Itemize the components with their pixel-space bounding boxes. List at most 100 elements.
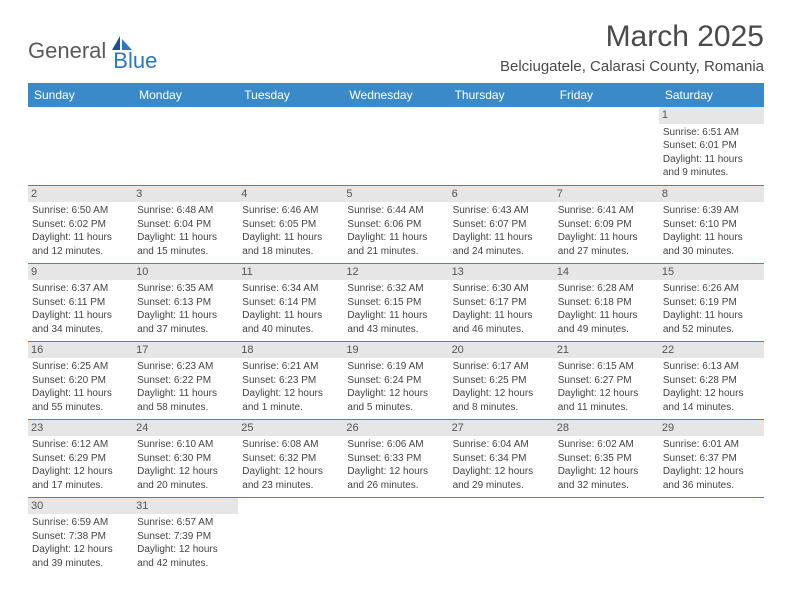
daylight-text: Daylight: 12 hours and 17 minutes. bbox=[32, 465, 129, 492]
day-number: 6 bbox=[449, 186, 554, 203]
sunset-text: Sunset: 6:13 PM bbox=[137, 296, 234, 310]
calendar-cell: 17Sunrise: 6:23 AMSunset: 6:22 PMDayligh… bbox=[133, 341, 238, 419]
sunset-text: Sunset: 6:27 PM bbox=[558, 374, 655, 388]
day-number: 1 bbox=[659, 107, 764, 124]
sunset-text: Sunset: 6:35 PM bbox=[558, 452, 655, 466]
sunset-text: Sunset: 6:10 PM bbox=[663, 218, 760, 232]
daylight-text: Daylight: 12 hours and 39 minutes. bbox=[32, 543, 129, 570]
daylight-text: Daylight: 11 hours and 30 minutes. bbox=[663, 231, 760, 258]
calendar-cell bbox=[28, 107, 133, 185]
calendar-cell: 8Sunrise: 6:39 AMSunset: 6:10 PMDaylight… bbox=[659, 185, 764, 263]
calendar-row: 30Sunrise: 6:59 AMSunset: 7:38 PMDayligh… bbox=[28, 497, 764, 575]
day-number: 19 bbox=[343, 342, 448, 359]
day-number: 16 bbox=[28, 342, 133, 359]
day-number: 21 bbox=[554, 342, 659, 359]
sunset-text: Sunset: 6:05 PM bbox=[242, 218, 339, 232]
day-header: Monday bbox=[133, 83, 238, 107]
calendar-cell: 31Sunrise: 6:57 AMSunset: 7:39 PMDayligh… bbox=[133, 497, 238, 575]
sunrise-text: Sunrise: 6:41 AM bbox=[558, 204, 655, 218]
day-header: Sunday bbox=[28, 83, 133, 107]
sunrise-text: Sunrise: 6:12 AM bbox=[32, 438, 129, 452]
sunset-text: Sunset: 6:15 PM bbox=[347, 296, 444, 310]
sunset-text: Sunset: 6:34 PM bbox=[453, 452, 550, 466]
sunrise-text: Sunrise: 6:15 AM bbox=[558, 360, 655, 374]
calendar-cell: 25Sunrise: 6:08 AMSunset: 6:32 PMDayligh… bbox=[238, 419, 343, 497]
daylight-text: Daylight: 11 hours and 34 minutes. bbox=[32, 309, 129, 336]
sunrise-text: Sunrise: 6:23 AM bbox=[137, 360, 234, 374]
day-number: 22 bbox=[659, 342, 764, 359]
sunset-text: Sunset: 6:17 PM bbox=[453, 296, 550, 310]
daylight-text: Daylight: 11 hours and 49 minutes. bbox=[558, 309, 655, 336]
calendar-cell bbox=[238, 497, 343, 575]
day-number: 7 bbox=[554, 186, 659, 203]
calendar-row: 2Sunrise: 6:50 AMSunset: 6:02 PMDaylight… bbox=[28, 185, 764, 263]
day-number: 23 bbox=[28, 420, 133, 437]
calendar-cell bbox=[554, 107, 659, 185]
sunset-text: Sunset: 6:23 PM bbox=[242, 374, 339, 388]
daylight-text: Daylight: 11 hours and 43 minutes. bbox=[347, 309, 444, 336]
daylight-text: Daylight: 12 hours and 23 minutes. bbox=[242, 465, 339, 492]
calendar-cell bbox=[133, 107, 238, 185]
sunset-text: Sunset: 6:04 PM bbox=[137, 218, 234, 232]
day-number: 20 bbox=[449, 342, 554, 359]
calendar-cell: 5Sunrise: 6:44 AMSunset: 6:06 PMDaylight… bbox=[343, 185, 448, 263]
day-number: 9 bbox=[28, 264, 133, 281]
day-number: 14 bbox=[554, 264, 659, 281]
sunset-text: Sunset: 6:24 PM bbox=[347, 374, 444, 388]
daylight-text: Daylight: 11 hours and 55 minutes. bbox=[32, 387, 129, 414]
day-number: 26 bbox=[343, 420, 448, 437]
day-header: Saturday bbox=[659, 83, 764, 107]
daylight-text: Daylight: 12 hours and 1 minute. bbox=[242, 387, 339, 414]
sunrise-text: Sunrise: 6:44 AM bbox=[347, 204, 444, 218]
calendar-cell bbox=[449, 497, 554, 575]
daylight-text: Daylight: 11 hours and 37 minutes. bbox=[137, 309, 234, 336]
sunrise-text: Sunrise: 6:48 AM bbox=[137, 204, 234, 218]
sunset-text: Sunset: 6:20 PM bbox=[32, 374, 129, 388]
calendar-cell: 2Sunrise: 6:50 AMSunset: 6:02 PMDaylight… bbox=[28, 185, 133, 263]
day-header-row: Sunday Monday Tuesday Wednesday Thursday… bbox=[28, 83, 764, 107]
calendar-cell: 7Sunrise: 6:41 AMSunset: 6:09 PMDaylight… bbox=[554, 185, 659, 263]
sunrise-text: Sunrise: 6:04 AM bbox=[453, 438, 550, 452]
day-number: 24 bbox=[133, 420, 238, 437]
calendar-cell: 24Sunrise: 6:10 AMSunset: 6:30 PMDayligh… bbox=[133, 419, 238, 497]
sunset-text: Sunset: 6:33 PM bbox=[347, 452, 444, 466]
calendar-row: 16Sunrise: 6:25 AMSunset: 6:20 PMDayligh… bbox=[28, 341, 764, 419]
day-header: Thursday bbox=[449, 83, 554, 107]
calendar-cell: 15Sunrise: 6:26 AMSunset: 6:19 PMDayligh… bbox=[659, 263, 764, 341]
calendar-cell: 14Sunrise: 6:28 AMSunset: 6:18 PMDayligh… bbox=[554, 263, 659, 341]
day-number: 27 bbox=[449, 420, 554, 437]
sunset-text: Sunset: 7:39 PM bbox=[137, 530, 234, 544]
sunset-text: Sunset: 6:37 PM bbox=[663, 452, 760, 466]
sunrise-text: Sunrise: 6:37 AM bbox=[32, 282, 129, 296]
calendar-cell: 18Sunrise: 6:21 AMSunset: 6:23 PMDayligh… bbox=[238, 341, 343, 419]
daylight-text: Daylight: 11 hours and 40 minutes. bbox=[242, 309, 339, 336]
day-number: 4 bbox=[238, 186, 343, 203]
calendar-cell: 21Sunrise: 6:15 AMSunset: 6:27 PMDayligh… bbox=[554, 341, 659, 419]
sunset-text: Sunset: 6:06 PM bbox=[347, 218, 444, 232]
sunset-text: Sunset: 6:25 PM bbox=[453, 374, 550, 388]
daylight-text: Daylight: 12 hours and 36 minutes. bbox=[663, 465, 760, 492]
sunset-text: Sunset: 6:32 PM bbox=[242, 452, 339, 466]
sunrise-text: Sunrise: 6:26 AM bbox=[663, 282, 760, 296]
sunrise-text: Sunrise: 6:02 AM bbox=[558, 438, 655, 452]
daylight-text: Daylight: 11 hours and 58 minutes. bbox=[137, 387, 234, 414]
calendar-cell: 26Sunrise: 6:06 AMSunset: 6:33 PMDayligh… bbox=[343, 419, 448, 497]
sunrise-text: Sunrise: 6:17 AM bbox=[453, 360, 550, 374]
daylight-text: Daylight: 12 hours and 26 minutes. bbox=[347, 465, 444, 492]
sunset-text: Sunset: 6:28 PM bbox=[663, 374, 760, 388]
logo-text-blue: Blue bbox=[113, 48, 157, 74]
day-number: 5 bbox=[343, 186, 448, 203]
day-number: 10 bbox=[133, 264, 238, 281]
day-number: 31 bbox=[133, 498, 238, 515]
calendar-cell bbox=[343, 497, 448, 575]
logo: General Blue bbox=[28, 28, 157, 74]
day-number: 28 bbox=[554, 420, 659, 437]
sunset-text: Sunset: 6:09 PM bbox=[558, 218, 655, 232]
daylight-text: Daylight: 11 hours and 15 minutes. bbox=[137, 231, 234, 258]
sunset-text: Sunset: 6:02 PM bbox=[32, 218, 129, 232]
title-block: March 2025 Belciugatele, Calarasi County… bbox=[500, 20, 764, 75]
location-text: Belciugatele, Calarasi County, Romania bbox=[500, 58, 764, 75]
calendar-cell: 20Sunrise: 6:17 AMSunset: 6:25 PMDayligh… bbox=[449, 341, 554, 419]
day-header: Wednesday bbox=[343, 83, 448, 107]
page: General Blue March 2025 Belciugatele, Ca… bbox=[0, 0, 792, 595]
